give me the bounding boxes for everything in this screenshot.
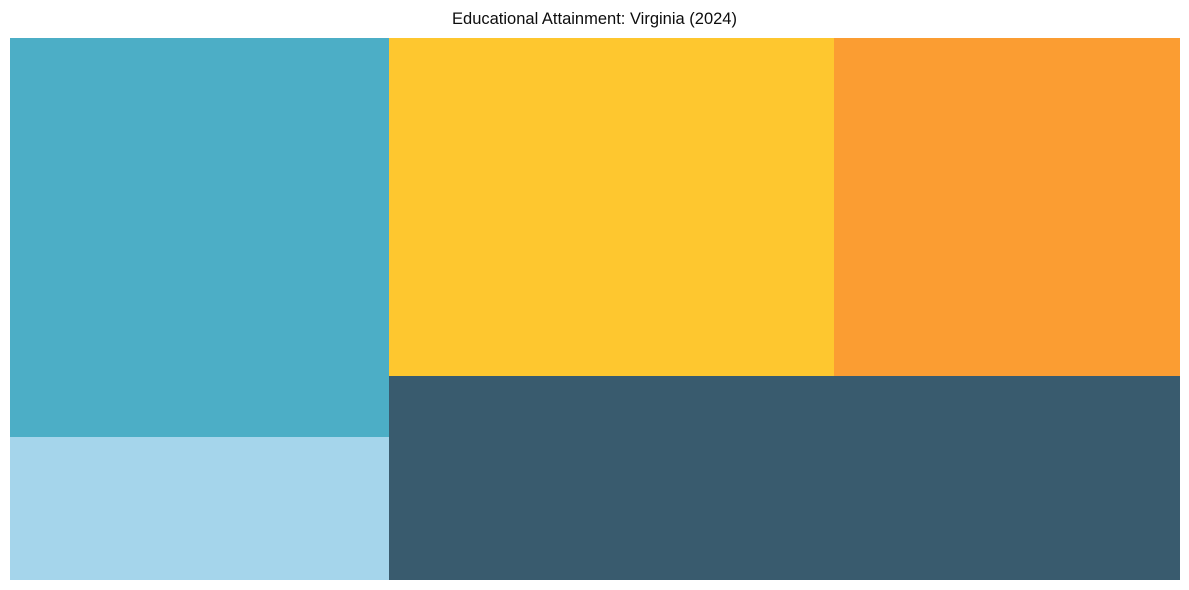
treemap-plot-area [10,38,1180,580]
yellow-segment [388,38,834,376]
teal-segment [10,38,389,438]
light-blue-segment [10,437,389,580]
dark-slate-segment [388,375,1180,580]
chart-title: Educational Attainment: Virginia (2024) [452,10,737,28]
orange-segment [833,38,1180,376]
